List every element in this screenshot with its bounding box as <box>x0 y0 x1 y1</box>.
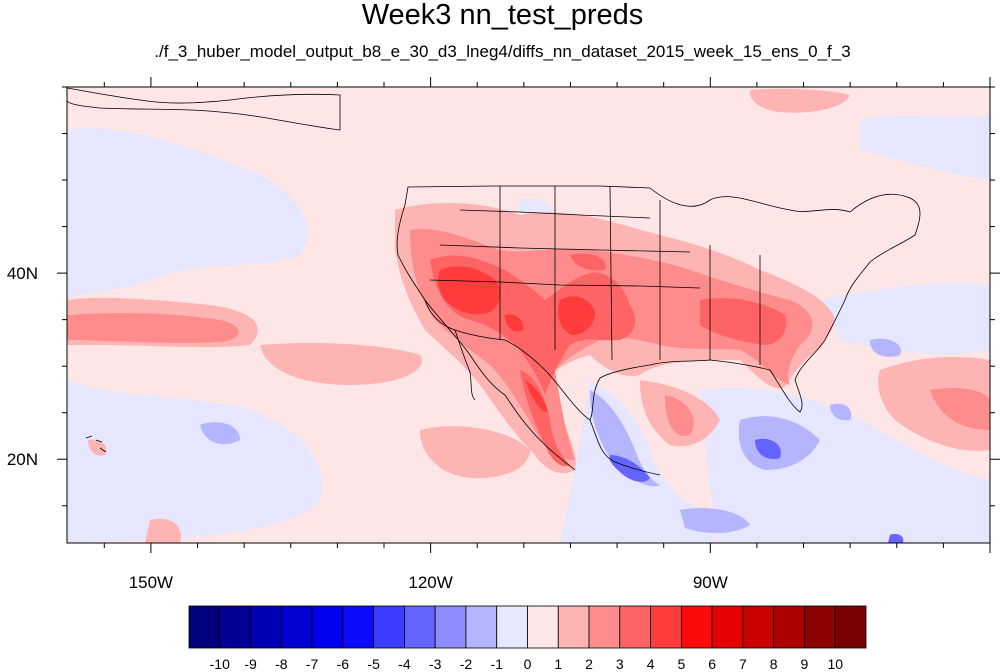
gulf-mexico-coast <box>589 419 661 476</box>
colorbar-label: 0 <box>524 656 532 672</box>
lon-tick-label: 150W <box>129 573 173 592</box>
anomaly-field <box>67 87 990 543</box>
colorbar-label: -4 <box>398 656 411 672</box>
colorbar-swatch <box>650 605 682 649</box>
colorbar-swatch <box>496 605 528 649</box>
plot-frame <box>66 86 991 544</box>
colorbar-label: -5 <box>367 656 380 672</box>
colorbar-swatch <box>834 605 867 649</box>
positive-anomaly-very-strong-regions <box>437 266 595 412</box>
colorbar-label: -9 <box>244 656 257 672</box>
colorbar-label: -2 <box>460 656 473 672</box>
axis-tick-labels: 150W 120W 90W 40N 20N <box>7 264 728 592</box>
colorbar-label: -7 <box>306 656 319 672</box>
lat-tick-label: 40N <box>7 264 38 283</box>
negative-anomaly-strong-regions <box>609 438 904 543</box>
colorbar-swatch <box>527 605 559 649</box>
state-lines <box>429 185 761 365</box>
lat-tick-label: 20N <box>7 450 38 469</box>
mexico-pacific-coast <box>424 299 576 471</box>
colorbar-label: 5 <box>677 656 685 672</box>
colorbar-swatch <box>434 605 467 649</box>
colorbar-swatch <box>773 605 805 649</box>
colorbar-swatch <box>373 605 405 649</box>
lon-tick-label: 90W <box>693 573 728 592</box>
colorbar-swatch <box>465 605 498 649</box>
colorbar-label: -6 <box>337 656 350 672</box>
colorbar-label: 7 <box>739 656 747 672</box>
map-title: Week3 nn_test_preds <box>361 0 644 31</box>
colorbar-swatch <box>619 605 651 649</box>
hawaii-islands <box>85 435 107 453</box>
colorbar-label: -3 <box>429 656 442 672</box>
axis-ticks <box>57 77 1000 553</box>
colorbar-label: 4 <box>647 656 655 672</box>
colorbar-label: -10 <box>210 656 230 672</box>
colorbar-swatch <box>557 605 590 649</box>
colorbar-label: -1 <box>491 656 504 672</box>
colorbar-swatch <box>280 605 313 649</box>
baja-coast <box>454 329 476 401</box>
colorbar-swatch <box>188 605 221 649</box>
colorbar-swatch <box>311 605 344 649</box>
colorbar-swatch <box>680 605 713 649</box>
negative-anomaly-medium-regions <box>200 338 901 533</box>
colorbar-label: 3 <box>616 656 624 672</box>
colorbar-label: 1 <box>554 656 562 672</box>
colorbar: -10 -9 -8 -7 -6 -5 -4 -3 -2 -1 0 1 2 3 4 5 6 7 8 9 10 <box>188 605 867 672</box>
colorbar-label: 10 <box>827 656 843 672</box>
colorbar-label: 9 <box>801 656 809 672</box>
colorbar-swatch <box>742 605 775 649</box>
colorbar-swatch <box>342 605 375 649</box>
colorbar-label: 6 <box>708 656 716 672</box>
colorbar-swatch <box>250 605 282 649</box>
colorbar-swatch <box>219 605 251 649</box>
conus-outline <box>396 185 921 421</box>
colorbar-swatch <box>711 605 744 649</box>
colorbar-label: 2 <box>585 656 593 672</box>
colorbar-swatch <box>588 605 621 649</box>
alaska-coast <box>67 87 341 131</box>
colorbar-label: -8 <box>275 656 288 672</box>
boundary-lines <box>67 87 921 476</box>
lon-tick-label: 120W <box>408 573 452 592</box>
colorbar-swatch <box>404 605 436 649</box>
colorbar-label: 8 <box>770 656 778 672</box>
map-subtitle: ./f_3_huber_model_output_b8_e_30_d3_lneg… <box>154 42 851 61</box>
colorbar-swatch <box>804 605 836 649</box>
